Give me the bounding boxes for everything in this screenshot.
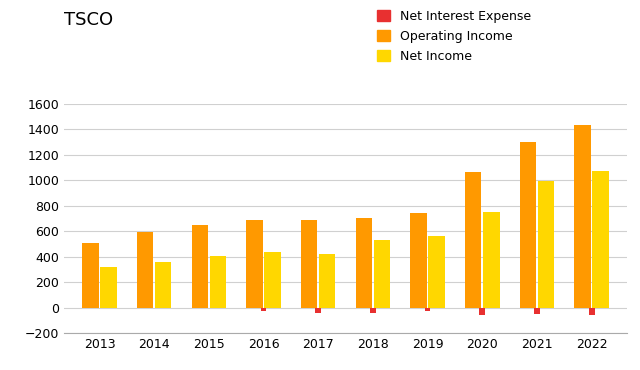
- Bar: [151, 307, 157, 308]
- Bar: [534, 307, 540, 314]
- Bar: [428, 236, 445, 307]
- Bar: [246, 219, 263, 307]
- Bar: [260, 307, 266, 311]
- Bar: [374, 240, 390, 307]
- Bar: [301, 220, 317, 307]
- Bar: [370, 307, 376, 313]
- Bar: [319, 254, 335, 307]
- Bar: [589, 307, 595, 315]
- Bar: [410, 213, 427, 307]
- Bar: [155, 262, 172, 307]
- Bar: [356, 218, 372, 307]
- Text: TSCO: TSCO: [64, 11, 113, 29]
- Bar: [137, 232, 154, 307]
- Bar: [191, 225, 208, 307]
- Bar: [100, 267, 116, 307]
- Bar: [520, 142, 536, 307]
- Bar: [264, 252, 281, 307]
- Bar: [465, 172, 481, 307]
- Bar: [97, 307, 102, 308]
- Bar: [593, 171, 609, 307]
- Bar: [83, 242, 99, 307]
- Bar: [483, 212, 500, 307]
- Bar: [575, 125, 591, 307]
- Bar: [210, 256, 226, 307]
- Legend: Net Interest Expense, Operating Income, Net Income: Net Interest Expense, Operating Income, …: [378, 10, 531, 63]
- Bar: [479, 307, 485, 314]
- Bar: [206, 307, 212, 308]
- Bar: [316, 307, 321, 313]
- Bar: [538, 181, 554, 307]
- Bar: [425, 307, 431, 311]
